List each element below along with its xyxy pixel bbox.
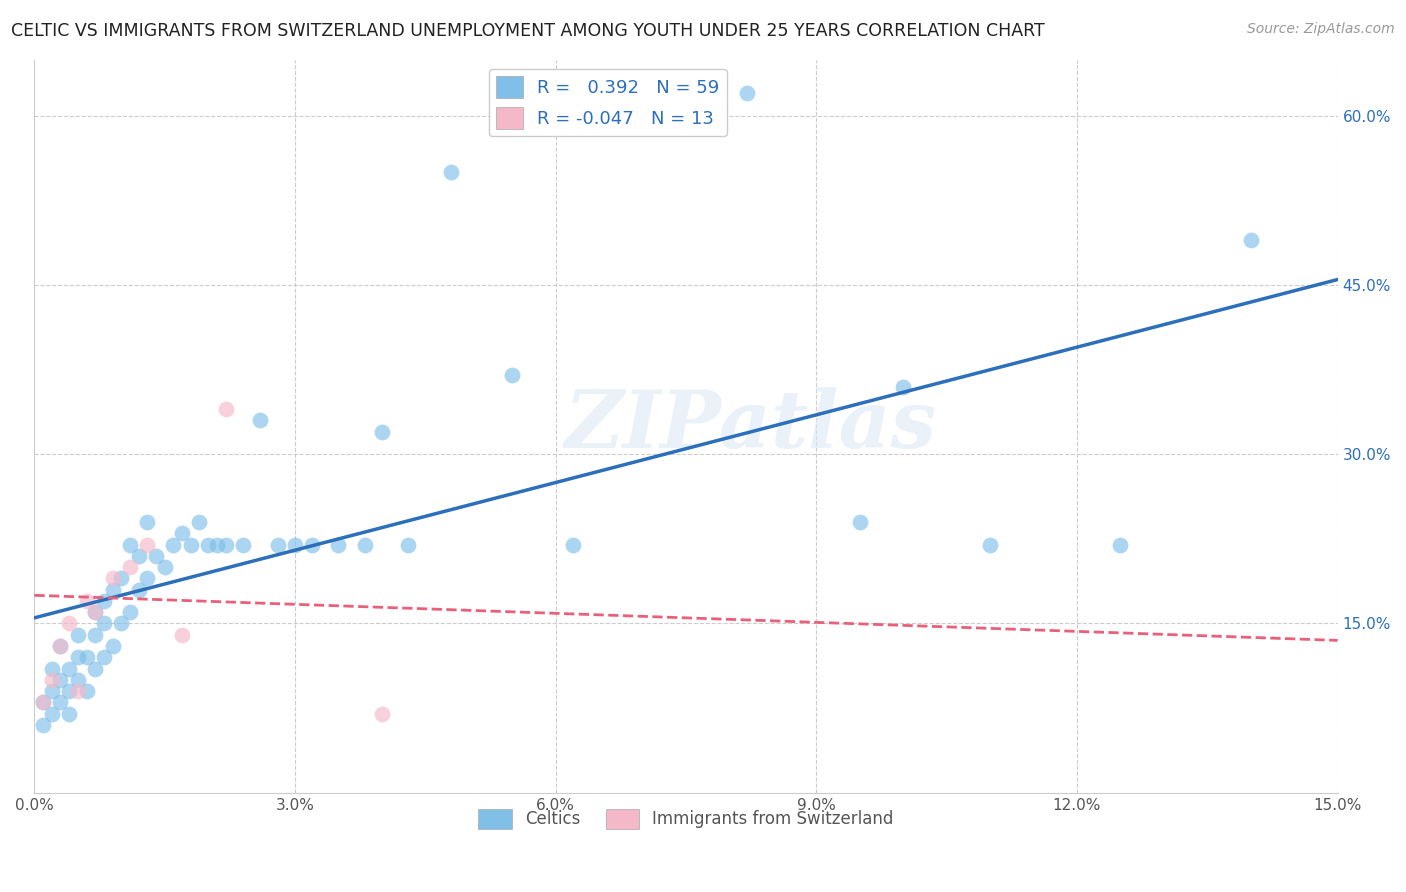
Point — [118, 605, 141, 619]
Point — [41, 706, 63, 721]
Point — [328, 537, 350, 551]
Point — [136, 537, 159, 551]
Point — [249, 413, 271, 427]
Point — [214, 537, 236, 551]
Point — [110, 616, 132, 631]
Point — [118, 537, 141, 551]
Point — [76, 684, 98, 698]
Point — [301, 537, 323, 551]
Point — [562, 537, 585, 551]
Point — [128, 549, 150, 563]
Point — [232, 537, 254, 551]
Text: ZIPatlas: ZIPatlas — [565, 387, 938, 465]
Point — [284, 537, 307, 551]
Point — [84, 662, 107, 676]
Point — [84, 628, 107, 642]
Point — [66, 673, 89, 687]
Point — [32, 695, 55, 709]
Point — [371, 425, 394, 439]
Point — [128, 582, 150, 597]
Point — [41, 673, 63, 687]
Point — [735, 87, 758, 101]
Point — [58, 662, 80, 676]
Legend: Celtics, Immigrants from Switzerland: Celtics, Immigrants from Switzerland — [472, 802, 900, 836]
Point — [66, 650, 89, 665]
Point — [76, 650, 98, 665]
Point — [172, 526, 194, 541]
Point — [32, 718, 55, 732]
Point — [145, 549, 167, 563]
Point — [979, 537, 1001, 551]
Point — [118, 560, 141, 574]
Point — [49, 639, 72, 653]
Point — [49, 695, 72, 709]
Text: Source: ZipAtlas.com: Source: ZipAtlas.com — [1247, 22, 1395, 37]
Point — [188, 515, 211, 529]
Point — [49, 639, 72, 653]
Point — [58, 706, 80, 721]
Point — [49, 673, 72, 687]
Point — [66, 684, 89, 698]
Point — [93, 650, 115, 665]
Point — [891, 379, 914, 393]
Point — [371, 706, 394, 721]
Point — [180, 537, 202, 551]
Point — [41, 684, 63, 698]
Point — [214, 402, 236, 417]
Point — [1109, 537, 1132, 551]
Point — [84, 605, 107, 619]
Point — [440, 165, 463, 179]
Point — [58, 616, 80, 631]
Point — [101, 639, 124, 653]
Text: CELTIC VS IMMIGRANTS FROM SWITZERLAND UNEMPLOYMENT AMONG YOUTH UNDER 25 YEARS CO: CELTIC VS IMMIGRANTS FROM SWITZERLAND UN… — [11, 22, 1045, 40]
Point — [41, 662, 63, 676]
Point — [76, 594, 98, 608]
Point — [110, 571, 132, 585]
Point — [93, 616, 115, 631]
Point — [162, 537, 184, 551]
Point — [501, 368, 523, 383]
Point — [849, 515, 872, 529]
Point — [84, 605, 107, 619]
Point — [1240, 233, 1263, 247]
Point — [353, 537, 375, 551]
Point — [197, 537, 219, 551]
Point — [32, 695, 55, 709]
Point — [266, 537, 288, 551]
Point — [205, 537, 228, 551]
Point — [153, 560, 176, 574]
Point — [101, 582, 124, 597]
Point — [101, 571, 124, 585]
Point — [136, 515, 159, 529]
Point — [136, 571, 159, 585]
Point — [58, 684, 80, 698]
Point — [396, 537, 419, 551]
Point — [93, 594, 115, 608]
Point — [172, 628, 194, 642]
Point — [66, 628, 89, 642]
